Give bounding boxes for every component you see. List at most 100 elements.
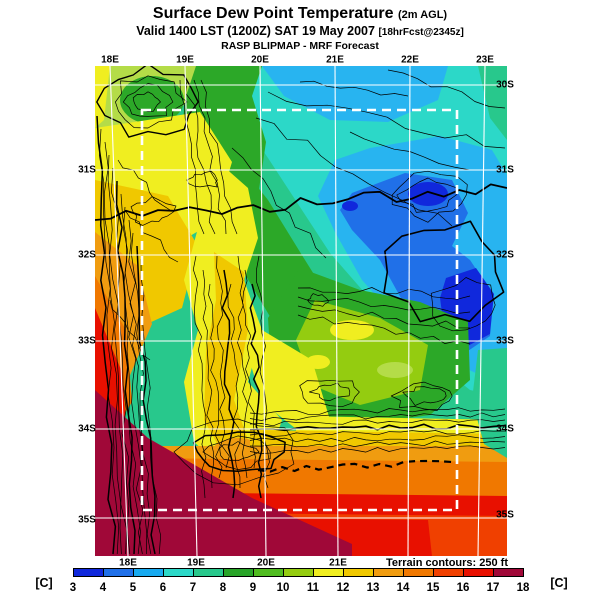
terrain-contour [249, 419, 506, 427]
colorbar-segment [373, 568, 404, 577]
terrain-contour [255, 117, 453, 227]
terrain-contour [216, 255, 230, 469]
lon-label-top: 18E [101, 54, 119, 66]
colorbar-segment [193, 568, 224, 577]
terrain-contour [297, 296, 471, 314]
plot-title-text: Surface Dew Point Temperature [152, 5, 394, 22]
model-domain-box [140, 108, 459, 512]
terrain-contour [219, 441, 260, 462]
terrain-contour [249, 440, 506, 448]
terrain-contour [96, 66, 199, 138]
colorbar-segment [253, 568, 284, 577]
colorbar-segment [163, 568, 194, 577]
terrain-contour [192, 255, 207, 499]
colorbar-segment [133, 568, 164, 577]
colorbar-segment [283, 568, 314, 577]
lat-label-right: 30S [496, 79, 514, 91]
colorbar-tick: 16 [456, 582, 470, 594]
terrain-contour [396, 177, 457, 213]
colorbar-tick: 13 [366, 582, 380, 594]
terrain-contour [208, 283, 223, 479]
colorbar-segment [463, 568, 494, 577]
lon-label-top: 19E [176, 54, 194, 66]
terrain-contour [249, 412, 506, 421]
valid-time-line: Valid 1400 LST (1200Z) SAT 19 May 2007 [… [0, 24, 600, 39]
lon-label-top: 21E [326, 54, 344, 66]
lon-label-top: 22E [401, 54, 419, 66]
terrain-contour [96, 115, 117, 555]
colorbar-segment [103, 568, 134, 577]
lat-label-right: 33S [496, 335, 514, 347]
colorbar-unit-left: [C] [35, 576, 53, 590]
terrain-contour [120, 193, 141, 555]
terrain-contour [95, 183, 507, 221]
terrain-contour [103, 141, 122, 555]
lon-label-bottom: 20E [257, 557, 275, 569]
forecast-hour-note: [18hrFcst@2345z] [378, 27, 464, 39]
colorbar-segment [343, 568, 374, 577]
lon-label-bottom: 19E [187, 557, 205, 569]
colorbar-tick: 7 [189, 582, 197, 594]
terrain-contour [185, 79, 216, 235]
terrain-contour [242, 269, 256, 469]
lon-label-bottom: 21E [329, 557, 347, 569]
lat-label-left: 34S [78, 423, 96, 435]
colorbar-tick: 18 [516, 582, 530, 594]
terrain-contour [227, 283, 242, 489]
terrain-contour [193, 79, 227, 235]
terrain-contour [130, 232, 152, 555]
lat-label-left: 33S [78, 335, 96, 347]
map-filled-regions [95, 66, 507, 556]
terrain-contour [297, 305, 471, 329]
lat-label-left: 31S [78, 164, 96, 176]
colorbar-segment [433, 568, 464, 577]
colorbar-segment [313, 568, 344, 577]
terrain-contour [307, 293, 329, 307]
terrain-contour [99, 128, 120, 555]
terrain-contour [130, 196, 177, 226]
colorbar-tick: 11 [306, 582, 320, 594]
terrain-contour [200, 79, 238, 235]
lat-label-right: 35S [496, 509, 514, 521]
lat-label-right: 34S [496, 423, 514, 435]
colorbar-segment [73, 568, 104, 577]
colorbar-unit-right: [C] [550, 576, 568, 590]
terrain-contour [107, 154, 127, 555]
terrain-contour [192, 431, 286, 473]
colorbar-tick: 6 [159, 582, 167, 594]
terrain-contour [117, 159, 171, 211]
plot-title-note: (2m AGL) [398, 9, 448, 21]
colorbar-tick: 10 [276, 582, 290, 594]
terrain-contour [186, 170, 218, 188]
colorbar-segment [223, 568, 254, 577]
colorbar-tick: 12 [336, 582, 350, 594]
lat-label-left: 35S [78, 514, 96, 526]
terrain-contour [391, 170, 468, 223]
terrain-contour [249, 430, 506, 437]
colorbar-tick: 3 [69, 582, 77, 594]
colorbar-tick: 14 [396, 582, 410, 594]
terrain-note: Terrain contours: 250 ft [385, 557, 508, 569]
terrain-contour [267, 91, 506, 149]
terrain-contour [136, 245, 156, 555]
colorbar-tick: 15 [426, 582, 440, 594]
valid-time-text: Valid 1400 LST (1200Z) SAT 19 May 2007 [136, 24, 375, 39]
terrain-contour [122, 83, 174, 117]
terrain-contour [249, 283, 263, 499]
terrain-contour [115, 75, 188, 129]
terrain-contour [128, 219, 148, 555]
lat-label-right: 32S [496, 249, 514, 261]
terrain-contour [132, 91, 161, 112]
plot-title: Surface Dew Point Temperature (2m AGL) [0, 5, 600, 23]
colorbar-tick: 4 [99, 582, 107, 594]
colorbar-segment [403, 568, 434, 577]
lat-label-left: 32S [78, 249, 96, 261]
model-caption: RASP BLIPMAP - MRF Forecast [221, 39, 379, 52]
terrain-contour [390, 381, 453, 411]
lon-label-top: 20E [251, 54, 269, 66]
title-block: Surface Dew Point Temperature (2m AGL) V… [0, 5, 600, 52]
colorbar-tick: 9 [249, 582, 257, 594]
terrain-contour [249, 434, 506, 443]
